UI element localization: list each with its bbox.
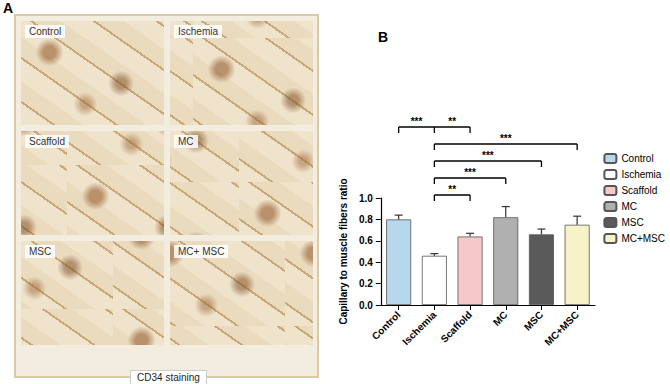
- svg-text:Ischemia: Ischemia: [621, 169, 661, 180]
- svg-text:**: **: [448, 184, 456, 195]
- svg-text:Control: Control: [370, 309, 403, 342]
- svg-text:***: ***: [411, 116, 423, 127]
- html-text:Ischemia: Ischemia: [178, 26, 218, 37]
- html-text:CD34 staining: CD34 staining: [137, 372, 200, 383]
- svg-text:***: ***: [500, 133, 512, 144]
- svg-text:Control: Control: [621, 153, 653, 164]
- svg-text:Scaffold: Scaffold: [621, 185, 657, 196]
- svg-text:Ischemia: Ischemia: [400, 309, 438, 347]
- svg-text:0.2: 0.2: [359, 278, 373, 289]
- svg-text:MSC: MSC: [522, 309, 545, 332]
- svg-text:Capillary to muscle fibers rat: Capillary to muscle fibers ratio: [338, 178, 349, 324]
- html-text:MC: MC: [178, 136, 194, 147]
- svg-text:MC: MC: [621, 201, 637, 212]
- html-text:MC+ MSC: MC+ MSC: [178, 246, 225, 257]
- svg-text:MC: MC: [491, 309, 510, 328]
- svg-text:MSC: MSC: [621, 217, 643, 228]
- svg-text:B: B: [378, 29, 388, 45]
- svg-text:MC+MSC: MC+MSC: [621, 233, 665, 244]
- svg-text:0.0: 0.0: [359, 300, 373, 311]
- svg-text:1.0: 1.0: [359, 193, 373, 204]
- html-text:Control: Control: [29, 26, 62, 37]
- svg-text:0.4: 0.4: [359, 257, 373, 268]
- svg-text:MC+MSC: MC+MSC: [542, 309, 581, 348]
- svg-text:***: ***: [464, 167, 476, 178]
- svg-text:***: ***: [482, 150, 494, 161]
- svg-text:**: **: [448, 116, 456, 127]
- svg-text:Scaffold: Scaffold: [438, 309, 474, 345]
- html-text:Scaffold: Scaffold: [29, 136, 65, 147]
- html-text:MSC: MSC: [29, 246, 52, 257]
- html-text:A: A: [3, 0, 14, 16]
- svg-text:0.6: 0.6: [359, 235, 373, 246]
- svg-text:0.8: 0.8: [359, 214, 373, 225]
